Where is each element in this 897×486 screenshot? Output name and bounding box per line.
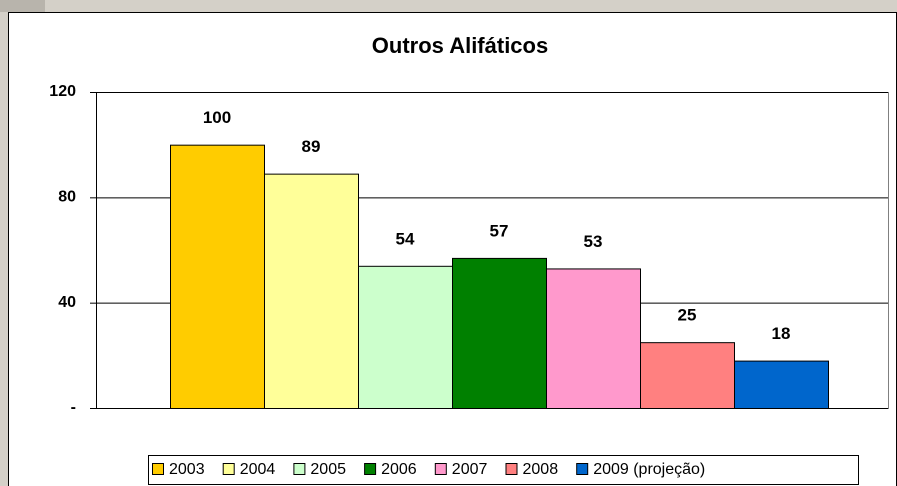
bar <box>734 360 829 410</box>
bar <box>358 265 453 409</box>
legend-label: 2007 <box>452 461 488 478</box>
y-tick-label: - <box>71 399 76 416</box>
bar <box>264 173 359 409</box>
data-label: 25 <box>678 306 697 325</box>
data-label: 57 <box>490 221 509 240</box>
legend-swatch <box>576 463 589 475</box>
toolbar <box>0 0 897 12</box>
legend-swatch <box>364 463 377 475</box>
toolbar-tab <box>0 0 45 12</box>
legend-swatch <box>152 463 164 475</box>
legend-swatch <box>293 463 306 475</box>
legend-label: 2006 <box>381 461 417 478</box>
chart-title: Outros Alifáticos <box>372 33 548 58</box>
bar <box>546 268 641 409</box>
side-strip <box>0 12 8 486</box>
data-label: 54 <box>396 229 415 248</box>
data-label: 89 <box>302 137 321 156</box>
legend-swatch <box>434 463 447 475</box>
legend <box>148 455 859 485</box>
data-label: 18 <box>772 324 791 343</box>
legend-label: 2009 (projeção) <box>593 461 705 478</box>
data-label: 100 <box>203 108 231 127</box>
legend-swatch <box>222 463 235 475</box>
legend-label: 2003 <box>169 461 205 478</box>
legend-swatch <box>505 463 518 475</box>
bar <box>640 342 735 409</box>
y-tick-label: 40 <box>58 294 76 311</box>
bar <box>170 144 265 410</box>
legend-label: 2004 <box>240 461 276 478</box>
y-tick-label: 120 <box>49 83 76 100</box>
bar <box>452 257 547 409</box>
legend-label: 2008 <box>523 461 559 478</box>
y-tick-label: 80 <box>58 189 76 206</box>
data-label: 53 <box>584 232 603 251</box>
legend-label: 2005 <box>310 461 346 478</box>
